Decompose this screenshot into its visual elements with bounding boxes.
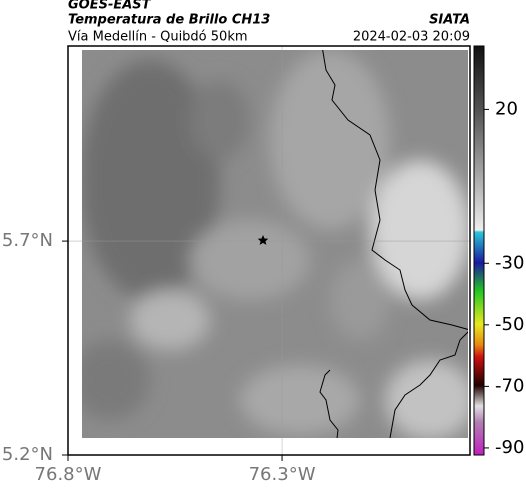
source: SIATA — [429, 13, 470, 28]
route: Vía Medellín - Quibdó 50km — [68, 30, 248, 45]
colorbar-tick-label: -70 — [495, 375, 524, 396]
subtitle: Temperatura de Brillo CH13 — [68, 13, 270, 28]
lat-tick-label: 5.7°N — [2, 230, 53, 251]
colorbar-tick-label: 20 — [495, 98, 518, 119]
title: GOES-EAST — [68, 0, 152, 13]
colorbar-tick-label: -90 — [495, 437, 524, 458]
lon-tick-label: 76.3°W — [249, 464, 316, 485]
map-frame — [67, 45, 471, 456]
lon-tick-label: 76.8°W — [35, 464, 102, 485]
datetime: 2024-02-03 20:09 — [353, 30, 470, 45]
satellite-image — [82, 50, 468, 438]
location-marker — [257, 235, 269, 245]
colorbar — [473, 45, 485, 456]
lat-tick-label: 5.2°N — [2, 444, 53, 465]
colorbar-tick-label: -30 — [495, 252, 524, 273]
colorbar-tick-label: -50 — [495, 314, 524, 335]
